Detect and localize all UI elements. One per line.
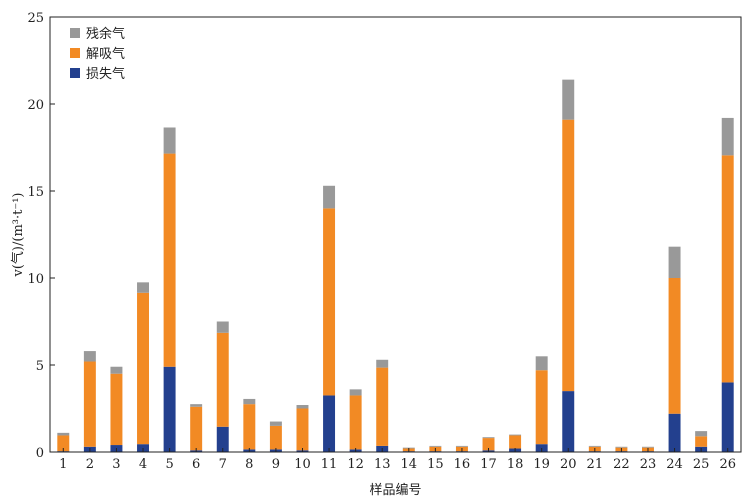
bar-sample-9-series-1 [269,425,282,450]
x-tick-label: 24 [666,457,683,472]
bar-sample-5-series-1 [163,153,176,367]
y-tick-label: 5 [36,359,44,374]
bar-sample-24-series-1 [668,278,681,414]
x-tick-label: 10 [294,457,311,472]
y-tick-label: 25 [27,11,44,26]
x-tick-label: 2 [86,457,94,472]
legend-swatch [70,68,80,78]
x-tick-label: 16 [454,457,471,472]
bar-sample-18-series-2 [509,434,522,436]
bar-sample-15-series-2 [429,445,442,447]
bar-sample-26-series-2 [721,117,734,156]
legend-swatch [70,28,80,38]
x-tick-label: 22 [613,457,630,472]
y-tick-label: 0 [36,446,44,461]
x-axis-ticks: 1 2 3 4 5 6 7 8 9 10 11 12 13 14 15 16 17 18 19 20 21 22 23 24 2… [59,448,736,472]
bar-sample-17-series-2 [482,437,495,439]
bar-sample-5-series-2 [163,127,176,154]
bar-sample-12-series-2 [349,389,362,396]
bar-sample-2-series-1 [83,361,96,447]
bars-layer [57,79,734,452]
bar-sample-3-series-2 [110,366,123,374]
x-tick-label: 18 [507,457,524,472]
bar-sample-7-series-0 [216,426,229,452]
x-tick-label: 23 [640,457,657,472]
bar-sample-7-series-2 [216,321,229,333]
legend-swatch [70,48,80,58]
x-tick-label: 11 [321,457,338,472]
x-tick-label: 6 [192,457,200,472]
bar-sample-20-series-0 [562,391,575,452]
bar-sample-16-series-2 [455,445,468,447]
bar-sample-10-series-1 [296,408,309,451]
bar-sample-4-series-2 [137,282,149,293]
x-tick-label: 5 [165,457,173,472]
bar-sample-1-series-1 [57,435,70,452]
bar-sample-22-series-2 [615,446,628,448]
x-tick-label: 25 [693,457,710,472]
bar-sample-20-series-2 [562,79,575,120]
bar-sample-2-series-2 [83,351,96,362]
x-tick-label: 7 [219,457,227,472]
x-tick-label: 4 [139,457,147,472]
x-tick-label: 14 [401,457,418,472]
bar-sample-10-series-2 [296,405,309,409]
bar-sample-11-series-2 [323,185,336,209]
bar-sample-26-series-0 [721,382,734,452]
bar-sample-8-series-2 [243,398,256,405]
bar-sample-11-series-1 [323,208,336,396]
bar-sample-5-series-0 [163,366,176,452]
x-tick-label: 13 [374,457,391,472]
legend-label: 损失气 [86,66,125,82]
bar-sample-25-series-1 [695,436,708,447]
x-tick-label: 15 [427,457,444,472]
x-tick-label: 8 [245,457,253,472]
x-tick-label: 26 [719,457,736,472]
x-axis-label: 样品编号 [369,483,421,498]
bar-sample-17-series-1 [482,438,495,451]
bar-sample-19-series-1 [535,370,548,445]
bar-sample-24-series-0 [668,413,681,452]
y-tick-label: 10 [27,272,44,287]
bar-sample-26-series-1 [721,155,734,383]
legend-label: 残余气 [86,26,125,42]
bar-sample-9-series-2 [269,421,282,426]
axes-layer [49,16,742,453]
bar-sample-1-series-2 [57,432,70,436]
plot-frame [49,16,742,453]
legend-label: 解吸气 [86,46,125,62]
bar-sample-13-series-1 [376,367,389,446]
bar-sample-18-series-1 [509,435,522,449]
bar-sample-23-series-2 [642,446,654,448]
y-axis-label: v(气)/(m³·t⁻¹) [10,193,26,278]
x-tick-label: 9 [272,457,280,472]
bar-sample-19-series-2 [535,356,548,371]
y-axis-ticks: 0 5 10 15 20 25 [27,11,55,461]
x-tick-label: 1 [59,457,67,472]
bar-sample-3-series-1 [110,373,123,446]
bar-sample-20-series-1 [562,119,575,392]
y-tick-label: 20 [27,98,44,113]
bar-sample-6-series-1 [190,406,203,451]
bar-sample-7-series-1 [216,332,229,427]
bar-sample-24-series-2 [668,246,681,278]
bar-sample-11-series-0 [323,395,336,452]
bar-sample-25-series-2 [695,431,708,437]
x-tick-label: 12 [347,457,364,472]
bar-sample-8-series-1 [243,404,256,450]
x-tick-label: 17 [480,457,497,472]
bar-sample-13-series-2 [376,359,389,368]
y-tick-label: 15 [27,185,44,200]
bar-sample-12-series-1 [349,395,362,450]
x-tick-label: 19 [533,457,550,472]
x-tick-label: 3 [112,457,120,472]
bar-sample-6-series-2 [190,404,203,407]
bar-sample-4-series-1 [137,292,149,445]
x-tick-label: 21 [587,457,604,472]
x-tick-label: 20 [560,457,577,472]
bar-sample-21-series-2 [588,445,601,447]
